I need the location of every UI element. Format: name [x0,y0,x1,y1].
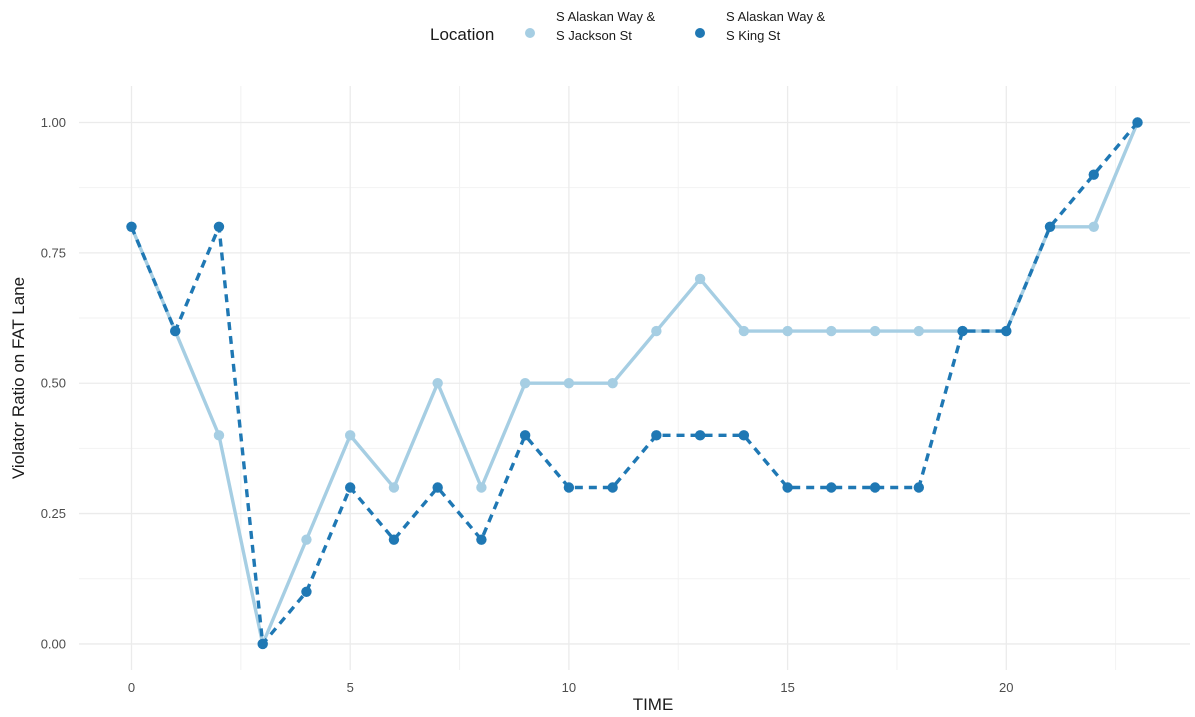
y-tick-label: 0.25 [41,506,66,521]
data-point [782,482,793,493]
legend-label-jackson-line2: S Jackson St [556,28,632,43]
legend-label-jackson-line1: S Alaskan Way & [556,9,656,24]
data-point [1088,169,1099,180]
y-tick-label: 0.00 [41,636,66,651]
data-point [738,325,750,337]
data-point [301,586,312,597]
legend-entry-jackson: S Alaskan Way & S Jackson St [525,9,656,43]
data-point [432,378,443,389]
data-point [869,482,881,493]
data-point [913,482,925,493]
data-point [826,325,837,337]
legend-entry-king: S Alaskan Way & S King St [695,9,826,43]
data-point [388,534,400,545]
data-point [213,430,225,441]
data-point [607,378,618,389]
data-point [432,482,443,493]
y-axis-title: Violator Ratio on FAT Lane [9,277,28,479]
legend-label-king-line2: S King St [726,28,781,43]
data-point [651,430,662,441]
y-tick-label: 0.75 [41,245,66,260]
data-point [826,482,837,493]
data-point [738,430,750,441]
legend-key-jackson [525,28,535,38]
data-point [519,430,531,441]
y-tick-label: 0.50 [41,376,66,391]
data-point [957,325,968,337]
data-point [519,378,531,389]
series-king [126,117,1143,650]
series-layer [126,117,1143,650]
data-point [563,482,575,493]
data-point [388,482,400,493]
legend-title: Location [430,25,494,44]
x-axis-tick-labels: 0 5 10 15 20 [128,680,1014,695]
data-point [694,273,706,285]
data-point [694,430,706,441]
data-point [126,221,137,232]
data-point [301,534,312,545]
data-point [651,325,662,337]
x-tick-label: 5 [347,680,354,695]
data-point [213,221,225,232]
data-point [476,534,487,545]
data-point [782,325,793,337]
data-point [1001,325,1012,337]
x-tick-label: 20 [999,680,1013,695]
data-point [1132,117,1143,128]
data-point [913,325,925,337]
series-line [129,121,1139,646]
x-axis-title: TIME [633,695,674,714]
y-axis-tick-labels: 0.00 0.25 0.50 0.75 1.00 [41,115,66,651]
data-point [476,482,487,493]
x-tick-label: 0 [128,680,135,695]
data-point [563,378,575,389]
legend: Location S Alaskan Way & S Jackson St S … [430,9,826,44]
data-point [344,430,356,441]
data-point [170,325,181,337]
y-tick-label: 1.00 [41,115,66,130]
data-point [607,482,618,493]
x-tick-label: 15 [780,680,794,695]
data-point [257,638,268,650]
data-point [1088,221,1099,232]
data-point [344,482,356,493]
data-point [869,325,881,337]
data-point [1044,221,1056,232]
legend-key-king [695,28,705,38]
x-tick-label: 10 [562,680,576,695]
grid [79,86,1190,670]
legend-label-king-line1: S Alaskan Way & [726,9,826,24]
